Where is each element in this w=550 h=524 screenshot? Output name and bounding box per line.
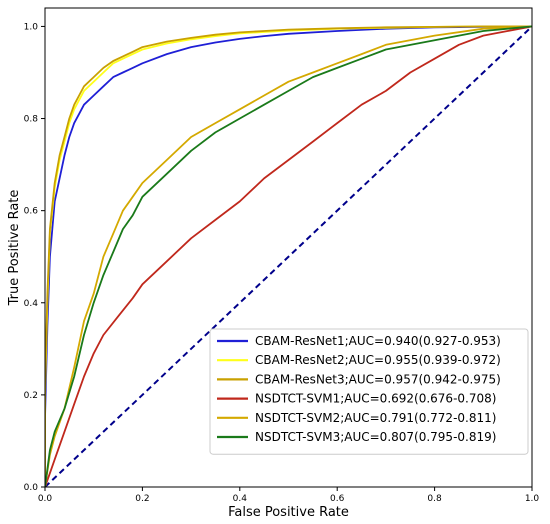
x-axis-label: False Positive Rate bbox=[228, 505, 349, 520]
plot-frame bbox=[44, 7, 533, 488]
legend-box bbox=[209, 328, 529, 455]
y-tick-label: 0.2 bbox=[24, 391, 38, 401]
legend: CBAM-ResNet1;AUC=0.940(0.927-0.953) CBAM-… bbox=[209, 328, 529, 455]
x-tick-label: 0.8 bbox=[427, 494, 442, 504]
x-tick-label: 0.6 bbox=[330, 494, 345, 504]
legend-entry-1: CBAM-ResNet1;AUC=0.940(0.927-0.953) bbox=[255, 334, 501, 348]
axes: 0.0 0.2 0.4 0.6 0.8 1.0 0.0 0.2 0.4 0.6 0.8 1.0 bbox=[24, 7, 540, 504]
y-tick-label: 1.0 bbox=[24, 22, 39, 32]
series-line-5 bbox=[45, 25, 532, 487]
legend-entry-3: CBAM-ResNet3;AUC=0.957(0.942-0.975) bbox=[255, 372, 501, 386]
legend-entry-5: NSDTCT-SVM2;AUC=0.791(0.772-0.811) bbox=[255, 411, 496, 425]
y-axis-label: True Positive Rate bbox=[7, 190, 22, 307]
y-tick-label: 0.4 bbox=[24, 299, 39, 309]
legend-entry-4: NSDTCT-SVM1;AUC=0.692(0.676-0.708) bbox=[255, 392, 496, 406]
x-tick-label: 0.0 bbox=[38, 494, 53, 504]
legend-entry-6: NSDTCT-SVM3;AUC=0.807(0.795-0.819) bbox=[255, 430, 496, 444]
plot-area bbox=[45, 25, 532, 487]
series-line-6 bbox=[45, 25, 532, 487]
y-tick-label: 0.6 bbox=[24, 207, 39, 217]
x-tick-label: 0.2 bbox=[135, 494, 149, 504]
y-tick-label: 0.0 bbox=[24, 483, 39, 493]
y-tick-label: 0.8 bbox=[24, 115, 39, 125]
chance-diagonal-line bbox=[45, 25, 532, 487]
series-line-4 bbox=[45, 25, 532, 487]
series-line-3 bbox=[45, 25, 532, 487]
legend-entry-2: CBAM-ResNet2;AUC=0.955(0.939-0.972) bbox=[255, 353, 501, 367]
x-tick-label: 0.4 bbox=[233, 494, 248, 504]
x-tick-label: 1.0 bbox=[525, 494, 540, 504]
series-line-1 bbox=[45, 25, 532, 487]
